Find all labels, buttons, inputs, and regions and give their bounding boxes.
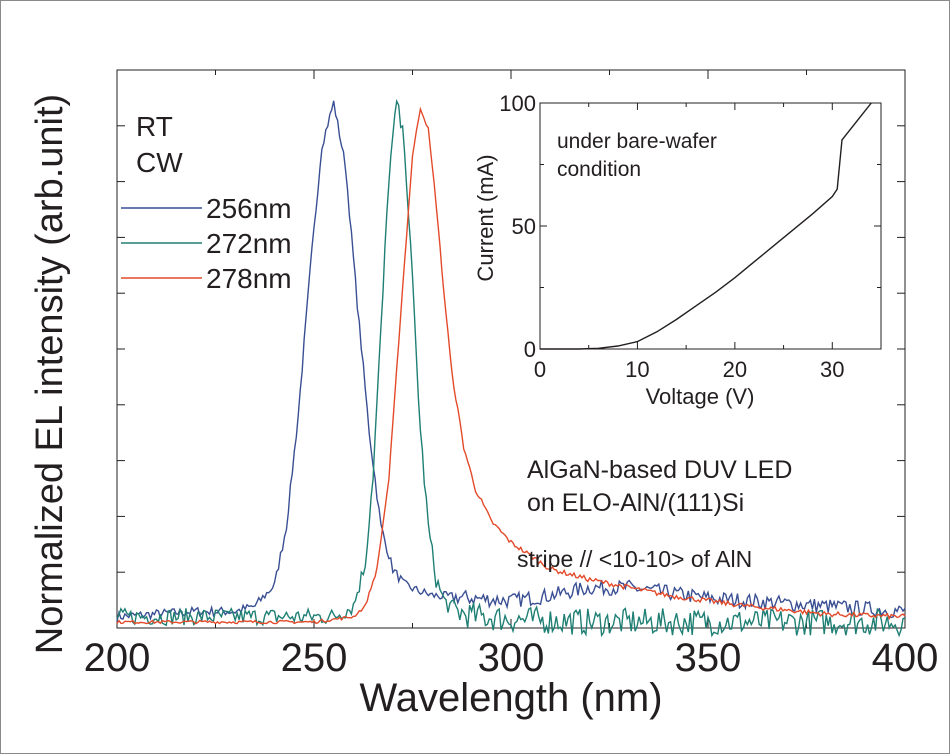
inset-annotation-line1: under bare-wafer — [557, 130, 717, 153]
inset-y-tick-label: 100 — [499, 91, 536, 116]
inset-x-tick-label: 20 — [723, 357, 747, 382]
series-line-278nm — [116, 106, 906, 625]
inset-y-tick-label: 0 — [524, 337, 536, 362]
legend-header-rt: RT — [136, 111, 173, 142]
inset-annotation-line2: condition — [557, 158, 641, 181]
inset-x-axis-label: Voltage (V) — [646, 384, 755, 409]
legend-header-cw: CW — [136, 147, 183, 178]
main-x-tick-label: 400 — [872, 636, 939, 680]
main-y-axis-label: Normalized EL intensity (arb.unit) — [29, 94, 71, 654]
main-x-tick-label: 200 — [84, 636, 151, 680]
inset-x-tick-label: 10 — [625, 357, 649, 382]
inset-tick-labels: 0 10 20 30 0 50 100 — [499, 91, 844, 382]
main-x-axis-label: Wavelength (nm) — [359, 676, 662, 720]
main-x-tick-label: 350 — [675, 636, 742, 680]
inset-x-tick-label: 0 — [534, 357, 546, 382]
inset-plot-area — [539, 102, 882, 350]
main-x-tick-label: 250 — [281, 636, 348, 680]
inset-y-axis-label: Current (mA) — [473, 154, 498, 281]
annotation-substrate: on ELO-AlN/(111)Si — [527, 489, 744, 517]
inset-series-group — [540, 102, 872, 350]
legend-label-278nm: 278nm — [206, 263, 292, 294]
legend-label-256nm: 256nm — [206, 193, 292, 224]
annotation-device: AlGaN-based DUV LED — [527, 456, 792, 484]
legend: 256nm 272nm 278nm — [121, 193, 292, 294]
main-series-group — [116, 98, 906, 638]
inset-iv-curve — [540, 102, 872, 350]
legend-label-272nm: 272nm — [206, 228, 292, 259]
annotation-stripe: stripe // <10-10> of AlN — [517, 546, 752, 572]
inset-y-tick-label: 50 — [512, 214, 536, 239]
series-line-272nm — [116, 98, 906, 638]
inset-x-tick-label: 30 — [820, 357, 844, 382]
main-x-tick-label: 300 — [478, 636, 545, 680]
main-x-tick-labels: 200 250 300 350 400 — [84, 636, 939, 680]
